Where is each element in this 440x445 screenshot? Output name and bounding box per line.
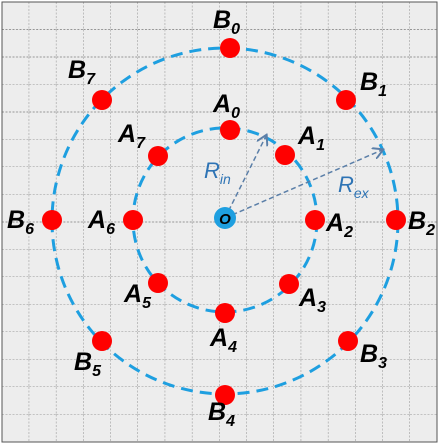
label-letter: A xyxy=(117,120,136,148)
label-index: 2 xyxy=(425,222,435,239)
label-letter: B xyxy=(408,207,426,235)
label-index: 5 xyxy=(92,363,102,380)
outer-point xyxy=(92,331,112,351)
point-label: B1 xyxy=(360,68,387,100)
point-label: Rin xyxy=(204,158,231,187)
label-letter: B xyxy=(74,348,92,376)
outer-point xyxy=(42,210,62,230)
radius-outer-arrow xyxy=(224,150,382,219)
point-label: B5 xyxy=(74,348,102,380)
outer-point xyxy=(338,331,358,351)
label-letter: A xyxy=(297,122,316,150)
point-label: A7 xyxy=(117,120,146,152)
label-letter: A xyxy=(209,324,228,352)
point-label: A4 xyxy=(209,324,237,356)
origin-point xyxy=(214,207,236,229)
point-label: B0 xyxy=(213,6,240,38)
label-index: 7 xyxy=(136,135,146,152)
inner-point xyxy=(215,303,235,323)
inner-point xyxy=(275,145,295,165)
label-letter: B xyxy=(360,68,378,96)
inner-point xyxy=(305,210,325,230)
label-letter: B xyxy=(68,56,86,84)
point-label: A6 xyxy=(87,206,115,238)
label-index: 1 xyxy=(316,137,325,154)
point-label: B4 xyxy=(208,398,235,430)
point-label: Rex xyxy=(338,172,370,201)
outer-point xyxy=(92,90,112,110)
point-label: A5 xyxy=(123,280,152,312)
point-label: A3 xyxy=(298,284,326,316)
inner-point xyxy=(279,274,299,294)
label-letter: A xyxy=(325,209,344,237)
label-index: 5 xyxy=(142,295,152,312)
point-label: A1 xyxy=(297,122,325,154)
point-label: A0 xyxy=(212,90,240,122)
label-letter: B xyxy=(360,340,378,368)
point-label: B2 xyxy=(408,207,435,239)
inner-point xyxy=(123,210,143,230)
label-index: 3 xyxy=(317,299,326,316)
label-index: 4 xyxy=(225,413,235,430)
point-label: B3 xyxy=(360,340,387,372)
label-letter: A xyxy=(123,280,142,308)
outer-point xyxy=(336,90,356,110)
label-index: 1 xyxy=(378,83,387,100)
origin-label: O xyxy=(219,211,231,228)
label-index: 0 xyxy=(231,105,240,122)
inner-point xyxy=(220,120,240,140)
label-letter: R xyxy=(338,172,354,197)
label-letter: A xyxy=(212,90,231,118)
outer-point xyxy=(386,210,406,230)
radius-inner-arrow xyxy=(224,136,266,219)
label-index: 0 xyxy=(231,21,240,38)
label-letter: R xyxy=(204,158,220,183)
inner-point xyxy=(148,146,168,166)
point-label: B6 xyxy=(7,206,34,238)
label-index: 7 xyxy=(86,71,96,88)
label-letter: B xyxy=(208,398,226,426)
outer-point xyxy=(220,38,240,58)
label-letter: A xyxy=(87,206,106,234)
outer-point xyxy=(215,385,235,405)
label-index: 4 xyxy=(227,339,237,356)
label-letter: A xyxy=(298,284,317,312)
inner-point xyxy=(148,273,168,293)
point-label: A2 xyxy=(325,209,353,241)
label-letter: B xyxy=(213,6,231,34)
label-index: ex xyxy=(354,185,370,201)
label-index: 6 xyxy=(106,221,115,238)
label-index: in xyxy=(220,171,231,187)
point-label: B7 xyxy=(68,56,96,88)
label-letter: B xyxy=(7,206,25,234)
label-index: 2 xyxy=(343,224,353,241)
label-index: 3 xyxy=(378,355,387,372)
label-index: 6 xyxy=(25,221,34,238)
